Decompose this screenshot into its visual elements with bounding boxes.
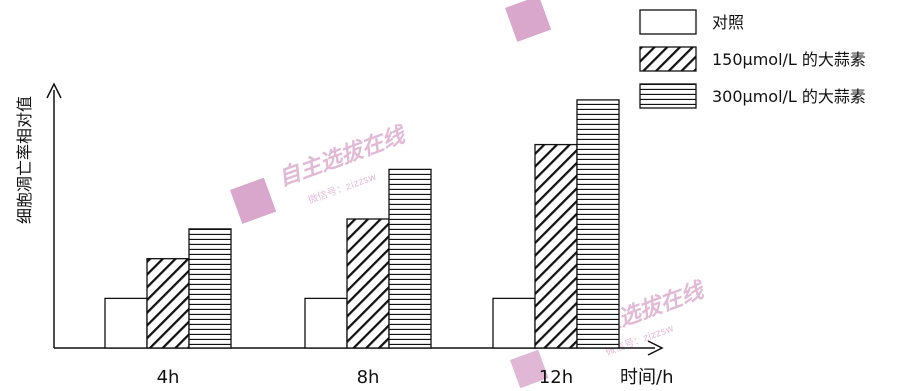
legend-swatch-1 bbox=[639, 9, 697, 35]
x-tick-label: 12h bbox=[539, 367, 573, 388]
watermark-logo-icon bbox=[230, 177, 277, 224]
x-tick-labels: 4h 8h 12h bbox=[157, 367, 574, 388]
bar-12h-series-2 bbox=[534, 143, 578, 349]
watermark-4 bbox=[510, 349, 549, 389]
bar-8h-series-3 bbox=[388, 168, 432, 349]
x-axis-arrow-icon bbox=[647, 340, 664, 356]
legend-label-3: 300μmol/L 的大蒜素 bbox=[712, 87, 866, 106]
x-tick-label: 4h bbox=[157, 367, 180, 388]
legend-label-2: 150μmol/L 的大蒜素 bbox=[712, 50, 866, 69]
bar-12h-series-3 bbox=[576, 99, 620, 349]
y-axis-label: 细胞凋亡率相对值 bbox=[15, 96, 34, 224]
bar-8h-series-1 bbox=[304, 297, 348, 349]
legend: 对照 150μmol/L 的大蒜素 300μmol/L 的大蒜素 bbox=[639, 9, 866, 109]
x-axis-label: 时间/h bbox=[620, 367, 673, 388]
bar-4h-series-2 bbox=[146, 258, 190, 349]
bar-12h-series-1 bbox=[492, 297, 536, 349]
legend-label-1: 对照 bbox=[712, 13, 744, 32]
bar-4h-series-3 bbox=[188, 228, 232, 349]
watermark-2 bbox=[505, 0, 552, 42]
bar-4h-series-1 bbox=[104, 297, 148, 349]
watermark-logo-icon bbox=[510, 349, 549, 389]
y-axis-arrow-icon bbox=[46, 82, 62, 99]
legend-swatch-3 bbox=[639, 83, 697, 109]
watermark-logo-icon bbox=[505, 0, 552, 42]
legend-swatch-2 bbox=[639, 46, 697, 72]
x-tick-label: 8h bbox=[357, 367, 380, 388]
bar-8h-series-2 bbox=[346, 218, 390, 349]
bars bbox=[104, 99, 620, 349]
